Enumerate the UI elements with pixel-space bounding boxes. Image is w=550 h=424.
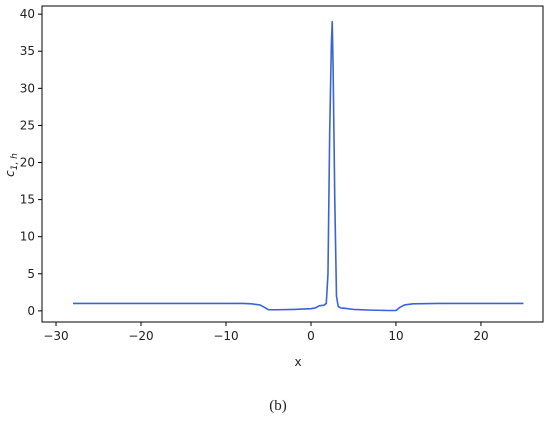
y-tick-label: 40 <box>20 7 35 21</box>
y-tick-label: 30 <box>20 81 35 95</box>
x-axis-label: x <box>294 355 301 369</box>
plot-frame <box>41 5 544 323</box>
y-axis-label: c1, h <box>3 153 20 177</box>
y-tick-label: 10 <box>20 230 35 244</box>
y-tick-label: 25 <box>20 118 35 132</box>
x-tick-label: 10 <box>388 329 403 343</box>
data-line <box>73 20 524 312</box>
x-tick-label: −20 <box>128 329 153 343</box>
caption: (b) <box>269 398 287 414</box>
x-tick-label: 20 <box>473 329 488 343</box>
y-tick-label: 5 <box>27 267 35 281</box>
y-tick-label: 15 <box>20 193 35 207</box>
x-tick-label: −30 <box>43 329 68 343</box>
y-tick-label: 20 <box>20 156 35 170</box>
y-axis-label-sub: 1, h <box>10 153 20 170</box>
x-tick-label: 0 <box>307 329 315 343</box>
x-tick-label: −10 <box>213 329 238 343</box>
y-tick-label: 0 <box>27 304 35 318</box>
y-axis-label-main: c <box>3 170 17 177</box>
y-tick-label: 35 <box>20 44 35 58</box>
